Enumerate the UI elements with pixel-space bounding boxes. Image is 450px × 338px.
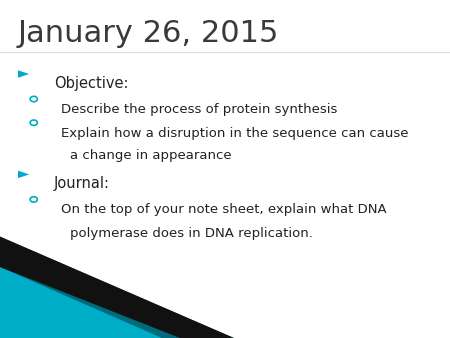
Polygon shape xyxy=(0,267,162,338)
Polygon shape xyxy=(18,171,29,178)
Polygon shape xyxy=(0,237,234,338)
Polygon shape xyxy=(18,70,29,78)
Text: Objective:: Objective: xyxy=(54,76,129,91)
Text: Describe the process of protein synthesis: Describe the process of protein synthesi… xyxy=(61,103,337,116)
Text: Explain how a disruption in the sequence can cause: Explain how a disruption in the sequence… xyxy=(61,127,408,140)
Text: Journal:: Journal: xyxy=(54,176,110,191)
Text: polymerase does in DNA replication.: polymerase does in DNA replication. xyxy=(70,227,313,240)
Text: a change in appearance: a change in appearance xyxy=(70,149,231,162)
Polygon shape xyxy=(0,237,234,338)
Text: January 26, 2015: January 26, 2015 xyxy=(18,19,279,48)
Text: On the top of your note sheet, explain what DNA: On the top of your note sheet, explain w… xyxy=(61,203,387,216)
